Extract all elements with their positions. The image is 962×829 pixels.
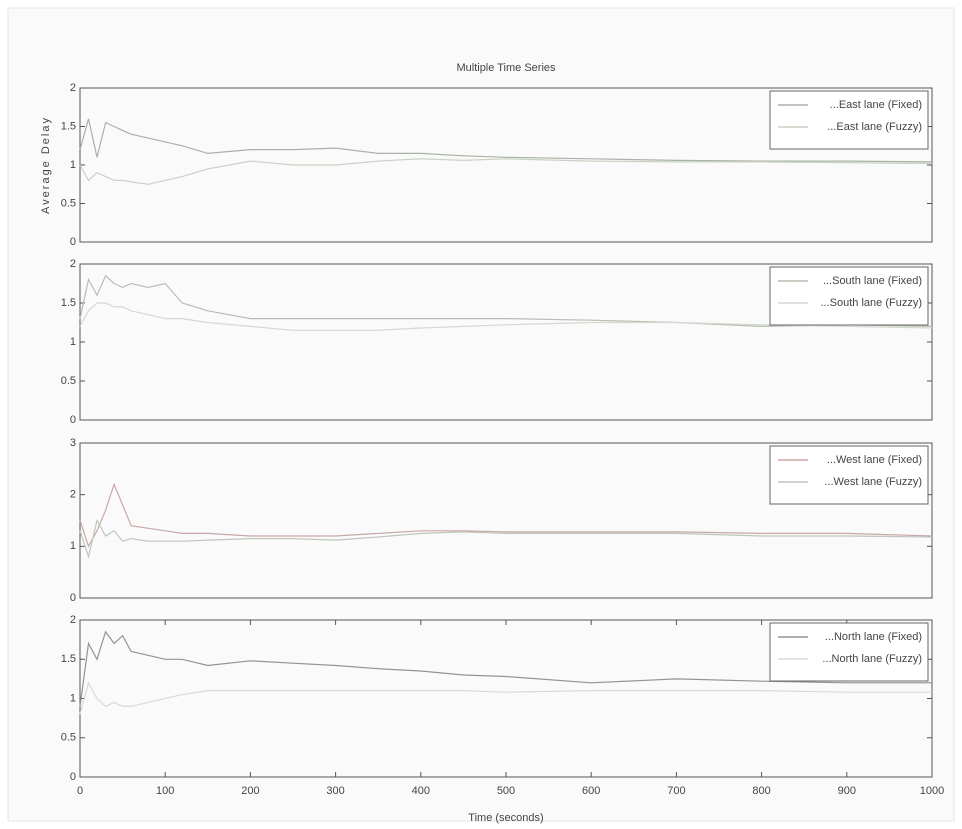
y-tick-label: 1.5 [61, 653, 76, 665]
x-tick-label: 0 [77, 785, 83, 797]
y-tick-label: 0.5 [61, 197, 76, 209]
legend-box [769, 90, 929, 150]
legend-box [769, 622, 929, 682]
x-tick-label: 700 [667, 785, 685, 797]
legend-label: ...South lane (Fixed) [823, 275, 922, 287]
legend: ...West lane (Fixed) ...West lane (Fuzzy) [769, 445, 929, 505]
y-tick-label: 0 [70, 592, 76, 604]
x-tick-label: 500 [497, 785, 515, 797]
y-tick-label: 1.5 [61, 120, 76, 132]
y-tick-label: 3 [70, 437, 76, 449]
y-tick-label: 0.5 [61, 375, 76, 387]
series-line [79, 118, 933, 163]
legend-label: ...East lane (Fuzzy) [827, 121, 922, 133]
y-tick-label: 0.5 [61, 732, 76, 744]
series-line [79, 158, 933, 185]
chart-title: Multiple Time Series [456, 62, 556, 74]
series-line [79, 518, 933, 559]
y-tick-label: 2 [70, 258, 76, 270]
series-line [79, 302, 933, 331]
y-tick-label: 1 [70, 692, 76, 704]
legend-box [769, 445, 929, 505]
y-tick-label: 1 [70, 159, 76, 171]
y-tick-label: 2 [70, 489, 76, 501]
legend-label: ...North lane (Fixed) [825, 631, 922, 643]
y-tick-label: 0 [70, 236, 76, 248]
legend: ...North lane (Fixed) ...North lane (Fuzz… [769, 622, 929, 682]
x-tick-label: 200 [241, 785, 259, 797]
series-line [79, 630, 932, 707]
x-tick-label: 800 [752, 785, 770, 797]
x-tick-label: 1000 [920, 785, 944, 797]
y-tick-label: 1.5 [61, 297, 76, 309]
legend: ...South lane (Fixed) ...South lane (Fuzz… [769, 266, 929, 326]
x-tick-label: 900 [838, 785, 856, 797]
y-axis-label: Average Delay [40, 116, 52, 214]
legend-label: ...South lane (Fuzzy) [821, 297, 923, 309]
series-line [79, 482, 933, 548]
y-tick-label: 2 [70, 614, 76, 626]
y-tick-label: 1 [70, 336, 76, 348]
x-tick-label: 600 [582, 785, 600, 797]
legend-label: ...North lane (Fuzzy) [822, 653, 922, 665]
x-tick-label: 300 [326, 785, 344, 797]
x-tick-label: 400 [412, 785, 430, 797]
y-tick-label: 0 [70, 771, 76, 783]
y-tick-label: 1 [70, 540, 76, 552]
y-tick-label: 2 [70, 82, 76, 94]
legend-label: ...West lane (Fixed) [827, 454, 922, 466]
x-tick-label: 100 [156, 785, 174, 797]
legend-box [769, 266, 929, 326]
x-axis-label: Time (seconds) [468, 812, 543, 824]
series-line [79, 274, 933, 328]
legend-label: ...East lane (Fixed) [830, 99, 922, 111]
y-tick-label: 0 [70, 414, 76, 426]
legend-label: ...West lane (Fuzzy) [824, 476, 922, 488]
series-line [79, 681, 932, 715]
legend: ...East lane (Fixed) ...East lane (Fuzzy) [769, 90, 929, 150]
